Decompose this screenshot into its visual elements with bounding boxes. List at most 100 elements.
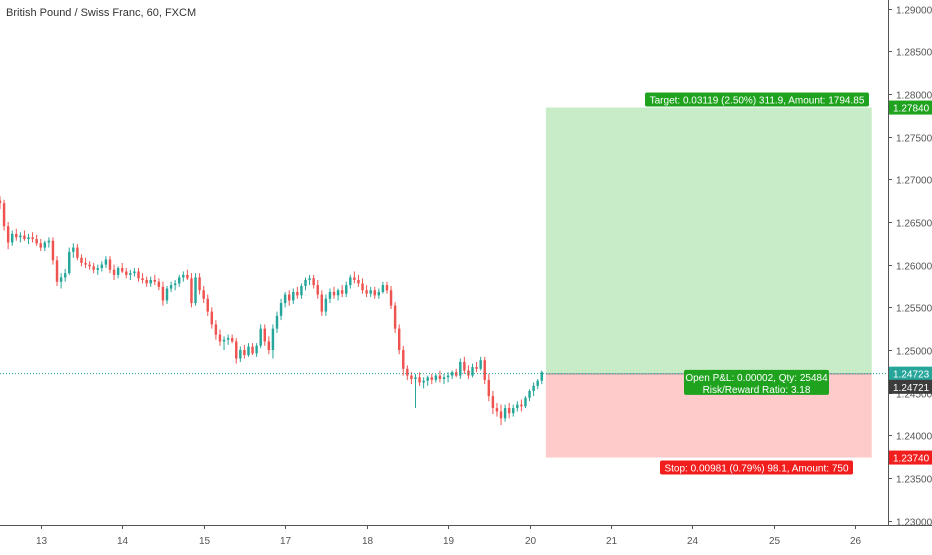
candle-body	[194, 277, 197, 304]
candle	[308, 274, 311, 286]
candle	[263, 324, 266, 346]
candle	[0, 196, 2, 210]
candle	[357, 274, 360, 287]
candle	[255, 343, 258, 357]
candle	[275, 311, 279, 333]
price-tick-label: 1.24500	[896, 390, 932, 401]
candle	[153, 274, 157, 286]
candle-body	[495, 408, 499, 412]
candle	[120, 262, 124, 274]
pnl-label: Open P&L: 0.00002, Qty: 25484Risk/Reward…	[684, 369, 829, 396]
candle	[239, 346, 242, 362]
candle-body	[418, 377, 421, 383]
candle-body	[332, 291, 336, 296]
candle-body	[516, 404, 519, 409]
price-tick-label: 1.28500	[896, 48, 932, 59]
candle	[336, 288, 340, 301]
candle-body	[300, 285, 303, 296]
candle-body	[112, 269, 116, 275]
candle	[410, 372, 413, 385]
candle	[51, 237, 55, 265]
candle-body	[133, 271, 136, 274]
time-tick-label: 14	[117, 536, 129, 547]
candle	[296, 286, 299, 299]
time-axis[interactable]: 13 14 15 17 18 19 20 21 24 25 26	[0, 525, 932, 547]
candle	[10, 230, 14, 246]
candle	[202, 285, 205, 304]
candle-body	[206, 298, 209, 312]
candle	[63, 268, 67, 282]
candle	[381, 281, 385, 294]
candle	[414, 373, 417, 409]
candle-body	[487, 379, 491, 397]
candle	[512, 404, 515, 417]
candle-body	[239, 350, 242, 359]
candle	[479, 356, 482, 371]
candle	[2, 199, 6, 231]
candle-body	[316, 285, 319, 295]
candle-body	[320, 294, 324, 312]
price-axis[interactable]: 1.23000 1.23500 1.24000 1.24500 1.25000 1.255…	[888, 0, 932, 529]
candle-body	[23, 235, 26, 240]
candle-body	[31, 237, 34, 240]
candle-body	[226, 338, 230, 340]
stop-label-box	[660, 460, 853, 475]
candle-body	[283, 294, 287, 304]
candle	[214, 320, 218, 340]
candle	[442, 373, 446, 385]
candle	[467, 365, 470, 380]
candle-body	[450, 372, 454, 376]
price-label-box	[889, 450, 932, 465]
candle-body	[397, 328, 401, 350]
candle-body	[340, 290, 344, 294]
candle-body	[410, 375, 413, 380]
candle	[116, 266, 120, 279]
candle	[72, 243, 75, 258]
stop-label-text: Stop: 0.00981 (0.79%) 98.1, Amount: 750	[664, 464, 848, 475]
candle-body	[153, 280, 157, 282]
candle	[112, 264, 116, 280]
candle-body	[149, 280, 152, 284]
candle	[182, 271, 185, 282]
candle	[402, 345, 405, 376]
position-labels: Target: 0.03119 (2.50%) 311.9, Amount: 1…	[645, 92, 869, 475]
candle-body	[125, 271, 128, 275]
price-label-box	[889, 379, 932, 394]
price-label-current: 1.24723	[889, 366, 932, 381]
candle	[59, 273, 63, 289]
time-tick-label: 18	[362, 536, 374, 547]
price-tick-label: 1.29000	[896, 6, 932, 17]
candle-body	[182, 274, 185, 278]
candle	[491, 390, 495, 415]
candle-body	[247, 346, 250, 356]
candle-body	[304, 280, 307, 286]
candle-body	[141, 278, 144, 280]
candle	[499, 404, 503, 426]
candle-body	[308, 278, 311, 280]
target-label: Target: 0.03119 (2.50%) 311.9, Amount: 1…	[645, 92, 869, 107]
candle-body	[406, 368, 409, 376]
price-tick-label: 1.27000	[896, 176, 932, 187]
candle-body	[296, 291, 299, 296]
time-tick-label: 19	[443, 536, 455, 547]
candle-body	[129, 273, 132, 275]
candle	[397, 324, 401, 355]
candle-body	[116, 268, 120, 275]
candle-body	[507, 408, 511, 414]
candles-layer	[0, 196, 543, 426]
candle-body	[80, 257, 83, 263]
candle	[422, 377, 425, 389]
position-tool[interactable]	[545, 107, 872, 458]
candle-body	[373, 290, 376, 296]
candle	[125, 268, 128, 279]
price-label-text: 1.27840	[893, 104, 930, 115]
candle-body	[100, 264, 104, 269]
candle	[190, 273, 193, 308]
candle	[532, 382, 535, 397]
candle-body	[59, 277, 63, 282]
candle	[218, 329, 222, 346]
candle-body	[104, 259, 108, 265]
candle	[47, 237, 51, 248]
